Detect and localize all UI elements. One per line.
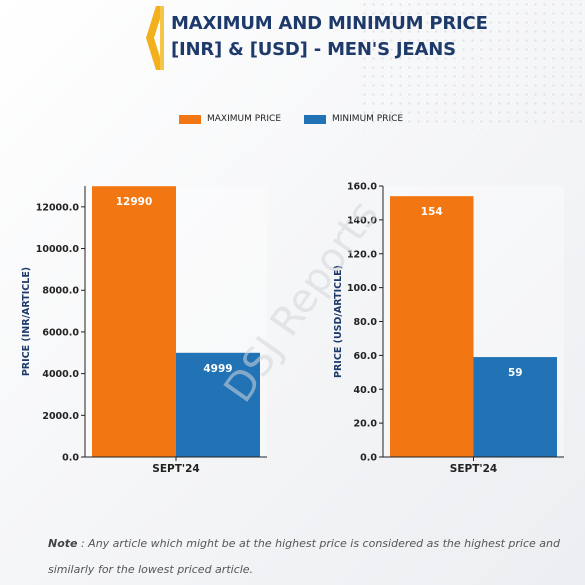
bar-minimum-1 bbox=[473, 357, 557, 457]
y-tick-label-0: 8000.0 bbox=[42, 286, 79, 297]
legend-label-maximum: MAXIMUM PRICE bbox=[207, 114, 282, 124]
y-tick-label-0: 4000.0 bbox=[42, 369, 79, 380]
y-tick-label-1: 140.0 bbox=[347, 215, 377, 226]
legend: MAXIMUM PRICE MINIMUM PRICE bbox=[0, 114, 585, 128]
y-tick-label-1: 20.0 bbox=[354, 419, 378, 430]
bar-value-label-minimum-1: 59 bbox=[508, 367, 523, 379]
y-tick-label-1: 160.0 bbox=[347, 182, 377, 193]
dotted-background-pattern bbox=[360, 0, 585, 130]
y-tick-label-1: 100.0 bbox=[347, 283, 377, 294]
chart-title: MAXIMUM AND MINIMUM PRICE [INR] & [USD] … bbox=[171, 11, 488, 63]
chart-title-line1: MAXIMUM AND MINIMUM PRICE bbox=[171, 13, 488, 34]
legend-label-minimum: MINIMUM PRICE bbox=[332, 114, 404, 124]
footnote-prefix: Note bbox=[48, 537, 78, 550]
x-tick-label-0: SEPT'24 bbox=[152, 463, 199, 475]
y-tick-label-1: 80.0 bbox=[354, 317, 378, 328]
legend-swatch-maximum bbox=[179, 115, 201, 124]
y-tick-label-1: 120.0 bbox=[347, 249, 377, 260]
y-axis-label-1: PRICE (USD/ARTICLE) bbox=[333, 265, 344, 378]
y-axis-label-0: PRICE (INR/ARTICLE) bbox=[21, 267, 32, 376]
footnote-text: : Any article which might be at the high… bbox=[48, 537, 560, 576]
x-tick-label-1: SEPT'24 bbox=[450, 463, 497, 475]
bar-value-label-maximum-0: 12990 bbox=[116, 196, 153, 208]
bar-value-label-maximum-1: 154 bbox=[421, 206, 443, 218]
y-tick-label-1: 40.0 bbox=[354, 385, 378, 396]
chart-title-line2: [INR] & [USD] - MEN'S JEANS bbox=[171, 39, 456, 60]
y-tick-label-0: 10000.0 bbox=[36, 244, 80, 255]
y-tick-label-0: 6000.0 bbox=[42, 327, 79, 338]
y-tick-label-0: 0.0 bbox=[62, 453, 79, 464]
y-tick-label-1: 0.0 bbox=[360, 453, 377, 464]
y-tick-label-0: 12000.0 bbox=[36, 202, 80, 213]
title-accent-icon bbox=[146, 6, 164, 70]
legend-swatch-minimum bbox=[304, 115, 326, 124]
bar-minimum-0 bbox=[176, 352, 260, 457]
bar-maximum-0 bbox=[92, 186, 176, 457]
y-tick-label-1: 60.0 bbox=[354, 351, 378, 362]
y-tick-label-0: 2000.0 bbox=[42, 411, 79, 422]
bar-value-label-minimum-0: 4999 bbox=[203, 363, 232, 375]
footnote: Note : Any article which might be at the… bbox=[48, 531, 568, 583]
bar-maximum-1 bbox=[390, 196, 474, 457]
